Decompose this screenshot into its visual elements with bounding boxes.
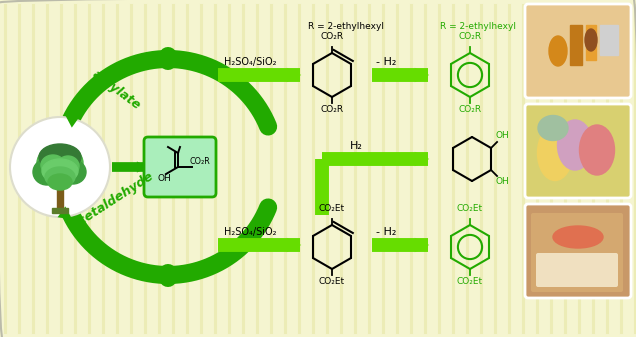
- FancyBboxPatch shape: [536, 253, 618, 287]
- Text: CO₂Et: CO₂Et: [319, 277, 345, 286]
- Ellipse shape: [538, 116, 568, 141]
- Ellipse shape: [549, 36, 567, 66]
- Bar: [586, 25, 596, 60]
- Ellipse shape: [41, 155, 65, 175]
- Bar: [600, 25, 618, 55]
- Text: - H₂: - H₂: [376, 227, 396, 237]
- Ellipse shape: [558, 120, 593, 170]
- Text: OH: OH: [495, 177, 509, 186]
- FancyBboxPatch shape: [525, 104, 631, 198]
- Ellipse shape: [37, 145, 83, 181]
- FancyBboxPatch shape: [525, 4, 631, 98]
- Text: CO₂R: CO₂R: [321, 105, 343, 114]
- Ellipse shape: [33, 159, 61, 185]
- Ellipse shape: [48, 174, 72, 190]
- Text: - H₂: - H₂: [376, 57, 396, 67]
- FancyBboxPatch shape: [531, 213, 623, 292]
- Text: acetaldehyde: acetaldehyde: [70, 170, 156, 232]
- Text: OH: OH: [495, 131, 509, 140]
- Ellipse shape: [537, 125, 572, 181]
- Text: H₂SO₄/SiO₂: H₂SO₄/SiO₂: [224, 227, 277, 237]
- Text: H₂: H₂: [350, 141, 363, 151]
- Ellipse shape: [585, 29, 597, 51]
- Ellipse shape: [42, 159, 78, 183]
- Text: OH: OH: [158, 174, 172, 183]
- Text: CO₂Et: CO₂Et: [457, 204, 483, 213]
- Ellipse shape: [60, 160, 86, 184]
- Ellipse shape: [45, 167, 75, 187]
- Ellipse shape: [579, 125, 614, 175]
- Ellipse shape: [57, 156, 79, 176]
- Text: R = 2-ethylhexyl: R = 2-ethylhexyl: [308, 22, 384, 31]
- Text: CO₂R: CO₂R: [459, 32, 481, 41]
- Bar: [570, 25, 582, 65]
- FancyBboxPatch shape: [144, 137, 216, 197]
- Bar: [52, 208, 68, 213]
- Text: CO₂R: CO₂R: [321, 32, 343, 41]
- Text: R = 2-ethylhexyl: R = 2-ethylhexyl: [440, 22, 516, 31]
- Bar: [57, 189, 63, 209]
- Ellipse shape: [39, 144, 81, 170]
- Text: CO₂R: CO₂R: [459, 105, 481, 114]
- Text: CO₂R: CO₂R: [189, 157, 210, 166]
- Text: acrylate: acrylate: [90, 67, 144, 112]
- Ellipse shape: [553, 226, 603, 248]
- FancyBboxPatch shape: [525, 204, 631, 298]
- Text: CO₂Et: CO₂Et: [319, 204, 345, 213]
- Text: CO₂Et: CO₂Et: [457, 277, 483, 286]
- Circle shape: [10, 117, 110, 217]
- Text: H₂SO₄/SiO₂: H₂SO₄/SiO₂: [224, 57, 277, 67]
